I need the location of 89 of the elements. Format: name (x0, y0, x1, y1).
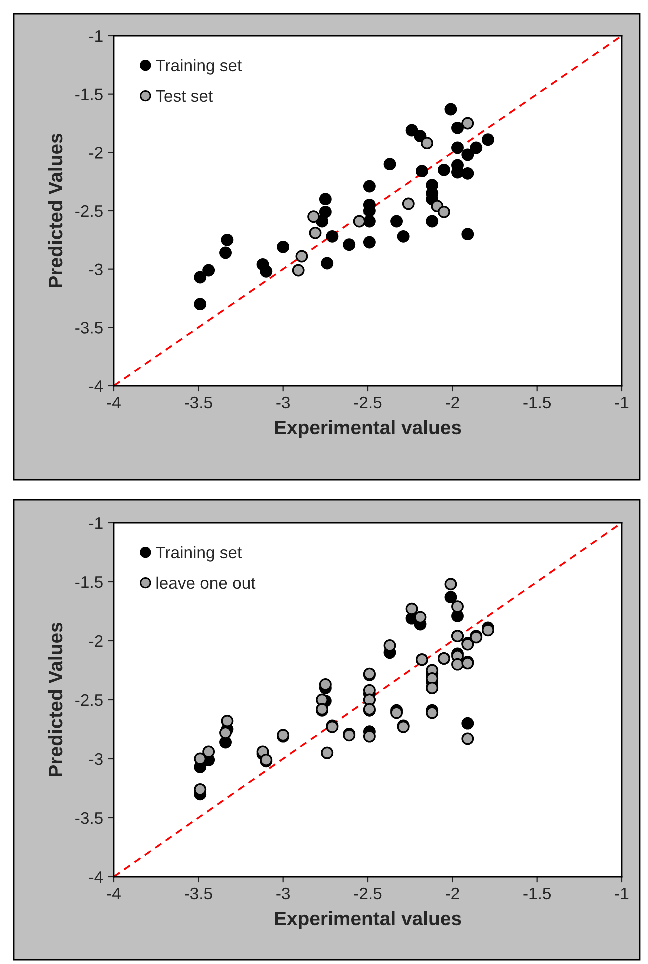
y-tick-label: -3 (90, 753, 103, 766)
point (462, 717, 474, 730)
legend-label: Training set (156, 546, 242, 562)
point (260, 265, 273, 278)
x-tick-label: -1.5 (524, 397, 551, 409)
legend-label: leave one out (156, 576, 256, 590)
point (462, 117, 474, 130)
point (221, 715, 234, 728)
y-tick-label: -1 (90, 30, 103, 42)
point (221, 234, 234, 246)
x-tick-label: -4 (107, 397, 121, 408)
x-axis-title: Experimental values (275, 420, 462, 438)
point (462, 167, 474, 180)
point (452, 658, 464, 671)
x-tick-label: -3.5 (185, 888, 212, 900)
x-tick-label: -2 (446, 888, 460, 900)
point (321, 257, 334, 270)
point (444, 578, 458, 591)
point (202, 264, 216, 277)
point (406, 124, 418, 137)
point (462, 732, 474, 746)
point (319, 678, 332, 691)
point (452, 122, 464, 134)
y-tick-label: -2.5 (76, 694, 103, 706)
x-axis-title: Experimental values (275, 911, 462, 930)
x-tick-label: -2.5 (354, 396, 382, 409)
y-tick-label: -4 (90, 872, 104, 884)
y-tick-label: -4 (90, 380, 104, 392)
x-tick-label: -3 (276, 888, 290, 900)
x-tick-label: -4 (107, 888, 121, 900)
point (397, 230, 410, 243)
point (444, 591, 458, 604)
x-tick-label: -3.5 (185, 396, 212, 409)
point (384, 158, 396, 171)
point (462, 228, 474, 241)
point (194, 271, 207, 284)
x-tick-label: -2 (446, 396, 460, 408)
x-tick-label: -1 (615, 888, 629, 900)
point (220, 246, 232, 260)
point (319, 193, 332, 206)
point (402, 198, 415, 210)
x-tick-label: -2.5 (354, 888, 382, 900)
y-tick-label: -3.5 (76, 322, 103, 334)
point (363, 180, 376, 193)
point (452, 600, 464, 613)
y-tick-label: -3 (90, 264, 103, 276)
point (319, 206, 332, 218)
point (406, 602, 418, 616)
point (482, 624, 494, 637)
point (353, 215, 366, 228)
y-tick-label: -1.5 (76, 88, 103, 101)
point (309, 226, 322, 240)
point (482, 134, 494, 146)
y-axis-title: Predicted Values (48, 134, 63, 288)
point (363, 215, 376, 228)
y-tick-label: -2 (90, 635, 103, 648)
y-tick-label: -2.5 (76, 205, 103, 218)
legend-label: Test set (156, 90, 213, 102)
x-tick-label: -1 (615, 397, 629, 408)
y-axis-title: Predicted Values (48, 622, 63, 777)
x-tick-label: -1.5 (524, 888, 551, 900)
point (438, 206, 450, 218)
point (363, 236, 376, 249)
y-tick-label: -1 (90, 518, 103, 530)
point (292, 264, 305, 277)
point (426, 706, 439, 720)
point (452, 142, 464, 154)
y-tick-label: -3.5 (76, 812, 103, 824)
point (326, 230, 339, 243)
point (438, 164, 450, 176)
point (390, 706, 403, 720)
y-tick-label: -2 (90, 147, 103, 159)
y-tick-label: -1.5 (76, 576, 103, 588)
point (343, 238, 356, 252)
point (384, 640, 396, 652)
point (421, 137, 434, 150)
point (194, 298, 207, 311)
point (308, 210, 320, 224)
point (470, 142, 483, 154)
point (296, 250, 308, 263)
point (444, 103, 458, 116)
point (462, 148, 474, 162)
point (194, 783, 207, 796)
point (390, 215, 403, 228)
point (416, 165, 428, 178)
point (426, 215, 439, 228)
point (277, 240, 290, 254)
x-tick-label: -3 (276, 396, 290, 409)
legend-label: Training set (156, 59, 242, 75)
